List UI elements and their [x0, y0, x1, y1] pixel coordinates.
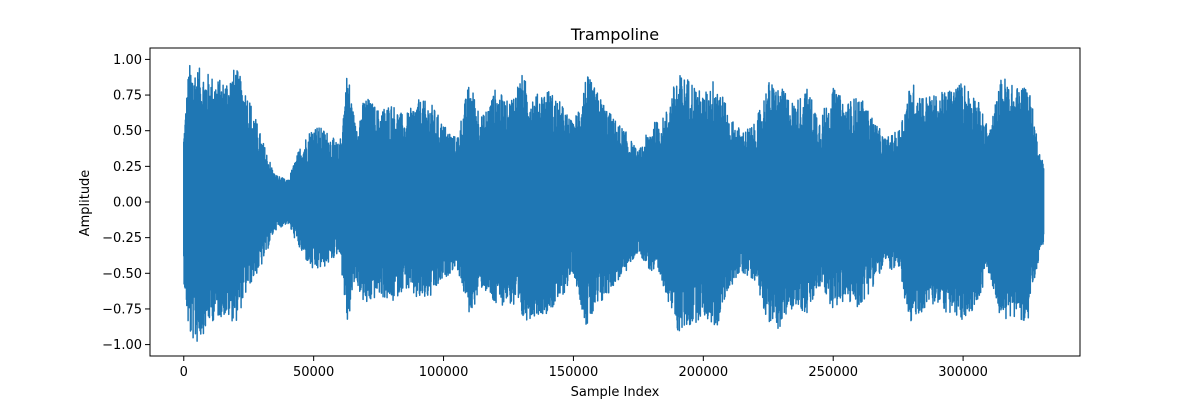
x-tick-label: 50000	[293, 365, 334, 380]
chart-title: Trampoline	[570, 25, 659, 44]
y-axis-ticks: 1.00 0.75 0.50 0.25 0.00 −0.25 −0.50 −0.75 −1.00	[102, 53, 150, 353]
y-tick-label: 0.75	[113, 89, 142, 104]
y-tick-label: −0.25	[102, 231, 142, 246]
y-tick-label: −1.00	[102, 338, 142, 353]
y-tick-label: −0.75	[102, 302, 142, 317]
plot-layer	[183, 64, 1045, 342]
x-tick-label: 300000	[938, 365, 988, 380]
x-axis-label: Sample Index	[571, 385, 660, 400]
y-tick-label: 0.50	[113, 124, 142, 139]
y-tick-label: 1.00	[113, 53, 142, 68]
x-tick-label: 150000	[549, 365, 599, 380]
y-tick-label: 0.00	[113, 196, 142, 211]
waveform-series-line	[183, 64, 1045, 342]
y-tick-label: 0.25	[113, 160, 142, 175]
y-tick-label: −0.50	[102, 267, 142, 282]
x-tick-label: 200000	[679, 365, 729, 380]
x-tick-label: 0	[180, 365, 188, 380]
x-tick-label: 250000	[808, 365, 858, 380]
x-tick-label: 100000	[419, 365, 469, 380]
x-axis-ticks: 0 50000 100000 150000 200000 250000 300000	[180, 356, 988, 380]
y-axis-label: Amplitude	[78, 170, 93, 237]
